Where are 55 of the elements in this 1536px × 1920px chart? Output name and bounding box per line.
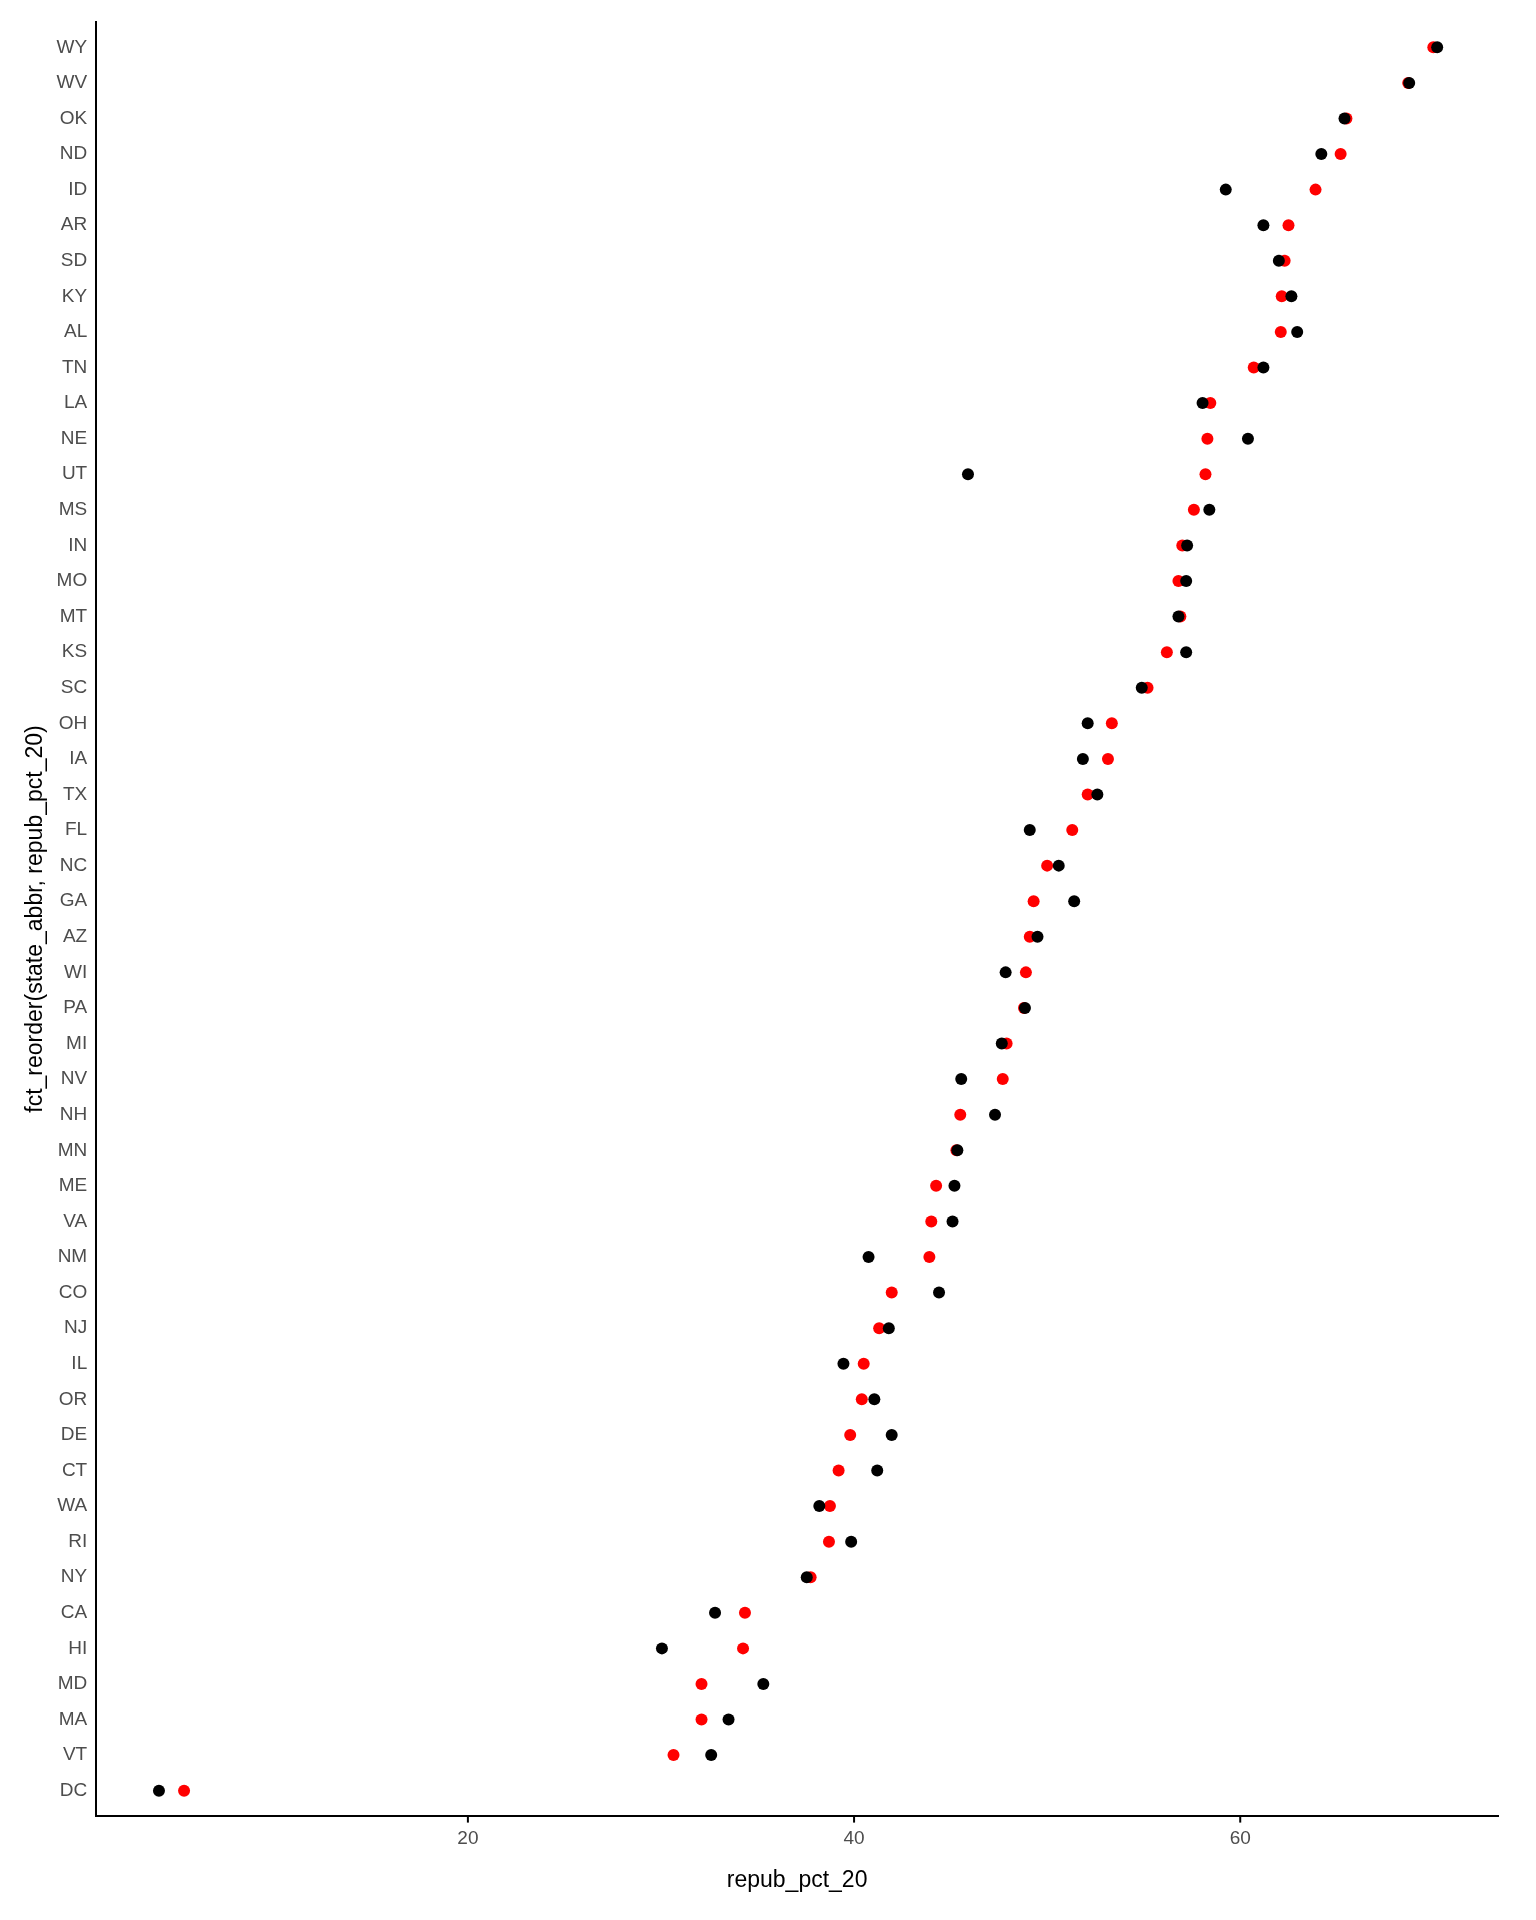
y-tick-label: HI: [68, 1636, 88, 1658]
y-tick-label: DE: [60, 1423, 88, 1445]
y-tick-label: CA: [60, 1601, 88, 1623]
y-tick-label: AL: [63, 320, 88, 342]
y-tick-label: MN: [57, 1138, 88, 1160]
y-tick-label: WI: [63, 960, 88, 982]
y-tick-label: NV: [60, 1067, 88, 1089]
y-tick-label: NH: [59, 1102, 88, 1124]
y-tick-label: VT: [62, 1743, 88, 1765]
y-tick-label: KS: [61, 640, 88, 662]
x-tick-label: 20: [457, 1827, 479, 1849]
y-tick-label: NC: [59, 853, 88, 875]
y-tick-label: NE: [60, 426, 88, 448]
y-tick-label: NJ: [63, 1316, 88, 1338]
y-tick-label: ME: [58, 1174, 88, 1196]
y-tick-label: OH: [58, 711, 88, 733]
y-tick-label: ND: [59, 142, 88, 164]
y-tick-label: MI: [66, 1031, 88, 1053]
y-tick-label: MS: [58, 498, 88, 520]
y-tick-label: CT: [61, 1458, 88, 1480]
y-tick-label: GA: [59, 889, 88, 911]
y-tick-label: MD: [57, 1672, 88, 1694]
y-tick-label: SC: [60, 675, 88, 697]
y-tick-label: KY: [61, 284, 88, 306]
y-tick-label: FL: [65, 818, 88, 840]
y-tick-label: VA: [63, 1209, 88, 1231]
x-axis-title: repub_pct_20: [726, 1865, 868, 1892]
y-tick-label: NY: [60, 1565, 88, 1587]
y-tick-label: NM: [57, 1245, 88, 1267]
y-tick-label: OR: [58, 1387, 88, 1409]
y-tick-label: WV: [56, 71, 88, 93]
y-tick-label: IA: [69, 747, 88, 769]
y-tick-label: TX: [62, 782, 88, 804]
y-tick-label: TN: [61, 355, 88, 377]
y-tick-label: ID: [68, 177, 88, 199]
y-tick-label: SD: [60, 249, 88, 271]
x-tick-label: 60: [1229, 1827, 1251, 1849]
y-tick-label: IL: [71, 1351, 88, 1373]
y-tick-label: AZ: [62, 925, 88, 947]
y-tick-label: MT: [59, 604, 88, 626]
y-tick-label: UT: [61, 462, 88, 484]
y-tick-label: LA: [63, 391, 88, 413]
y-tick-label: OK: [59, 106, 88, 128]
y-tick-label: WY: [56, 35, 88, 57]
y-tick-label: RI: [68, 1529, 88, 1551]
y-axis-title: fct_reorder(state_abbr, repub_pct_20): [21, 725, 48, 1113]
y-tick-label: PA: [63, 996, 88, 1018]
y-tick-label: IN: [68, 533, 88, 555]
y-tick-label: DC: [59, 1778, 88, 1800]
y-tick-label: MO: [56, 569, 88, 591]
y-tick-label: MA: [58, 1707, 88, 1729]
y-tick-label: AR: [60, 213, 88, 235]
y-tick-label: WA: [57, 1494, 88, 1516]
x-tick-label: 40: [843, 1827, 865, 1849]
y-tick-label: CO: [58, 1280, 88, 1302]
